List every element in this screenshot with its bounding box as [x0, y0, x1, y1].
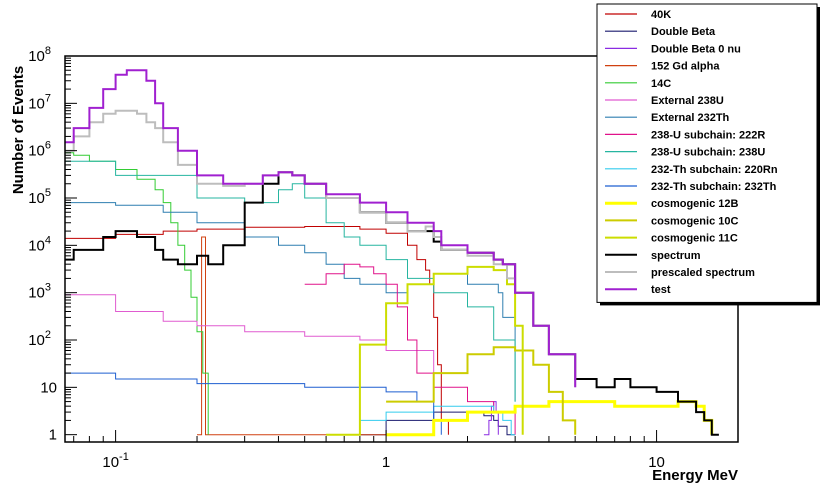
series-line-10 [65, 372, 442, 435]
series-line-0 [65, 226, 449, 435]
legend-label: 40K [651, 9, 671, 21]
y-tick-label: 104 [28, 234, 51, 254]
series-layer [65, 69, 719, 437]
series-line-9 [359, 405, 516, 436]
series-line-7 [304, 263, 516, 435]
y-tick-label: 107 [28, 92, 51, 112]
legend-label: cosmogenic 12B [651, 198, 738, 210]
legend-label: 238-U subchain: 222R [651, 129, 765, 141]
x-axis-title: Energy MeV [652, 467, 738, 484]
legend-label: Double Beta 0 nu [651, 43, 741, 55]
series-line-16 [65, 69, 577, 388]
y-axis-title: Number of Events [10, 66, 27, 194]
series-line-12 [386, 346, 577, 435]
legend-label: cosmogenic 11C [651, 233, 738, 245]
legend-label: 232-Th subchain: 220Rn [651, 164, 778, 176]
y-tick-label: 1 [49, 427, 57, 444]
legend-label: 152 Gd alpha [651, 61, 720, 73]
legend-label: test [651, 284, 671, 296]
legend-box [596, 3, 818, 303]
y-tick-label: 10 [40, 379, 57, 396]
y-tick-label: 103 [28, 282, 51, 302]
y-tick-label: 102 [28, 329, 51, 349]
series-line-11 [386, 400, 714, 437]
y-tick-label: 108 [28, 45, 51, 65]
series-line-6 [65, 202, 516, 402]
legend-label: 238-U subchain: 238U [651, 147, 765, 159]
series-line-8 [65, 160, 516, 402]
legend-label: prescaled spectrum [651, 267, 755, 279]
legend-label: External 232Th [651, 112, 730, 124]
legend-label: External 238U [651, 95, 724, 107]
series-line-3 [197, 236, 387, 436]
legend-label: 14C [651, 78, 671, 90]
legend: 40K Double Beta Double Beta 0 nu 152 Gd alp… [596, 3, 820, 306]
legend-label: cosmogenic 10C [651, 215, 738, 227]
x-tick-label: 1 [382, 454, 390, 471]
y-tick-label: 105 [28, 187, 51, 207]
legend-label: 232-Th subchain: 232Th [651, 181, 777, 193]
x-tick-label: 10-1 [102, 451, 128, 471]
legend-label: spectrum [651, 250, 701, 262]
y-tick-label: 106 [28, 140, 51, 160]
axis-layer: 1 10 102 103 104 105 106 107 108 10-1 1 10 [28, 45, 739, 471]
x-tick-label: 10 [648, 454, 665, 471]
series-line-1 [344, 411, 516, 436]
legend-label: Double Beta [651, 26, 716, 38]
